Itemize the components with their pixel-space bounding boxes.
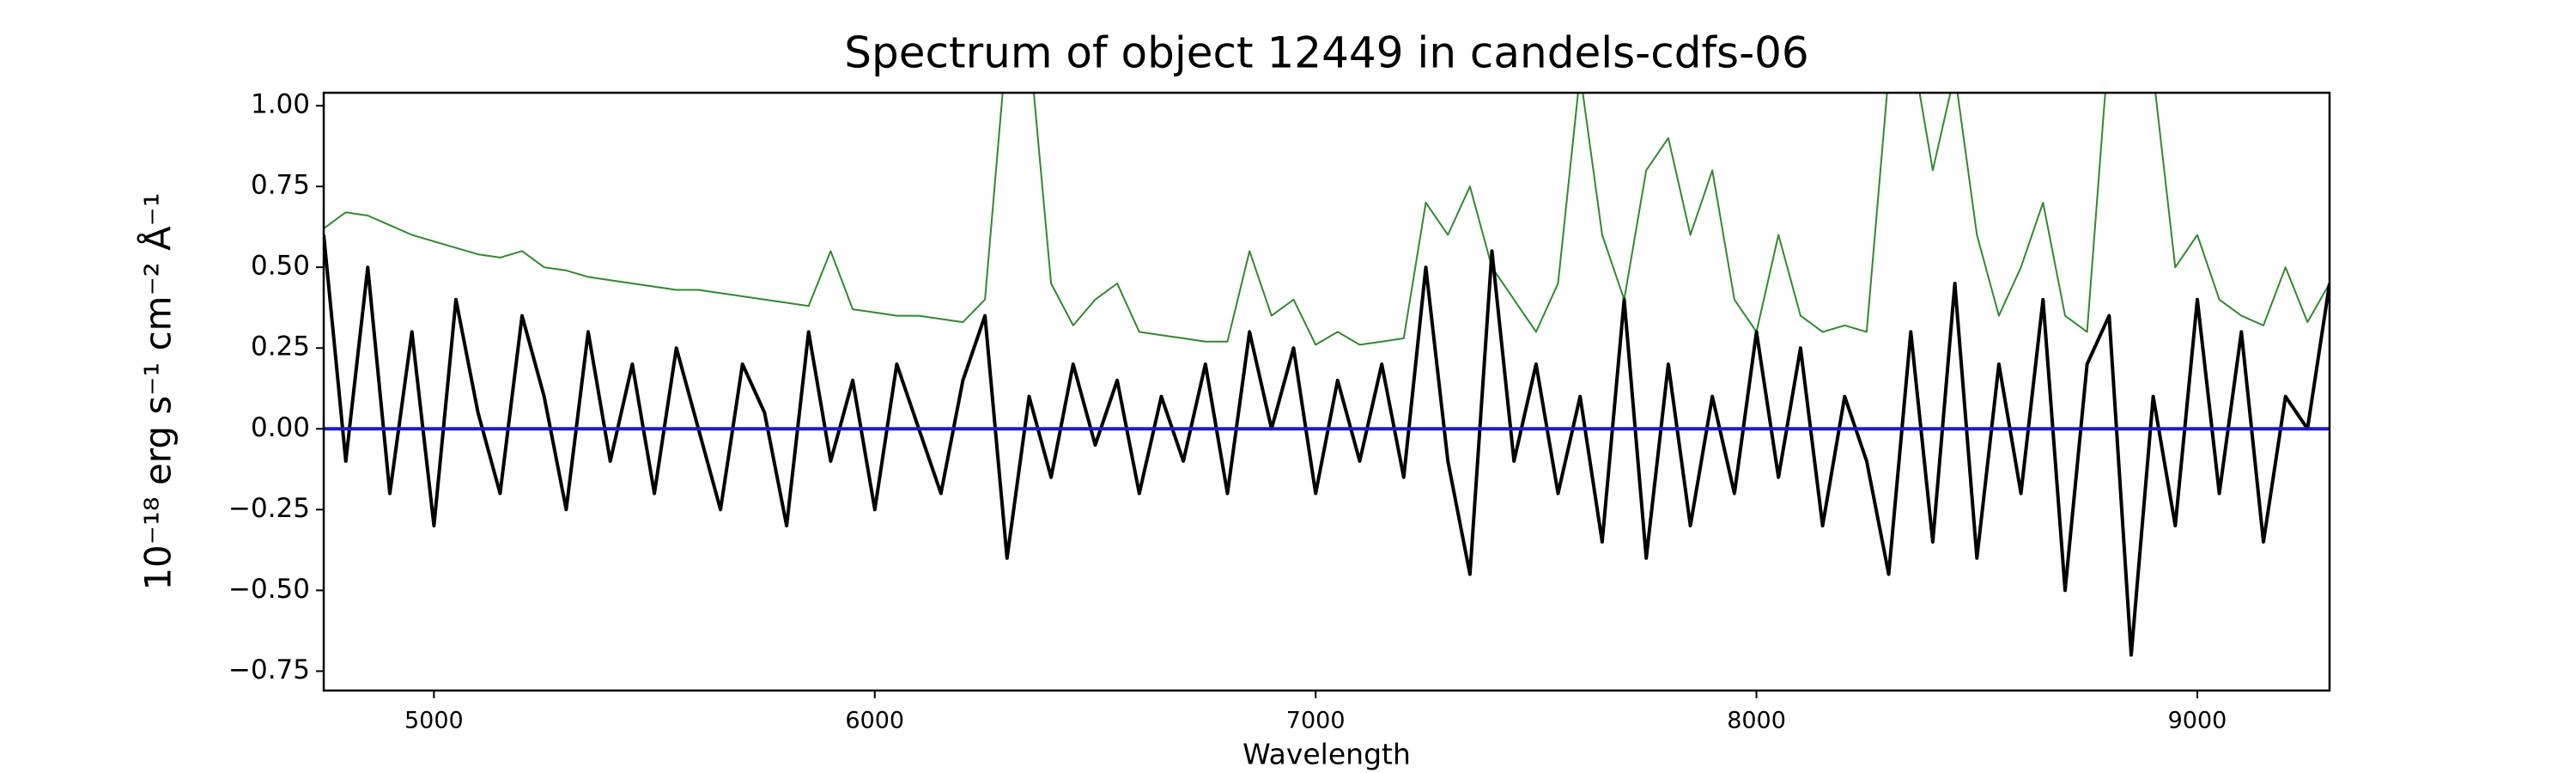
y-tick-label: −0.75 [228, 654, 310, 685]
axes-frame [322, 91, 2331, 692]
x-tick-label: 9000 [2168, 708, 2227, 734]
chart-title: Spectrum of object 12449 in candels-cdfs… [844, 28, 1809, 78]
y-tick-label: 0.50 [251, 251, 310, 282]
spectrum-line [324, 93, 2330, 346]
plot-area [324, 93, 2330, 657]
y-tick-label: 0.00 [251, 412, 310, 443]
y-tick-label: 0.25 [251, 332, 310, 362]
y-axis-label: 10⁻¹⁸ erg s⁻¹ cm⁻² Å⁻¹ [137, 192, 179, 590]
x-axis-label: Wavelength [1242, 738, 1411, 771]
x-tick-label: 5000 [404, 708, 464, 734]
y-tick-label: 1.00 [251, 89, 310, 120]
x-tick-label: 6000 [845, 708, 904, 734]
y-tick-label: −0.25 [228, 493, 310, 524]
y-tick-label: 0.75 [251, 170, 310, 201]
y-tick-label: −0.50 [228, 574, 310, 605]
x-tick-label: 7000 [1286, 708, 1346, 734]
x-tick-label: 8000 [1727, 708, 1786, 734]
spectrum-line [324, 234, 2330, 657]
